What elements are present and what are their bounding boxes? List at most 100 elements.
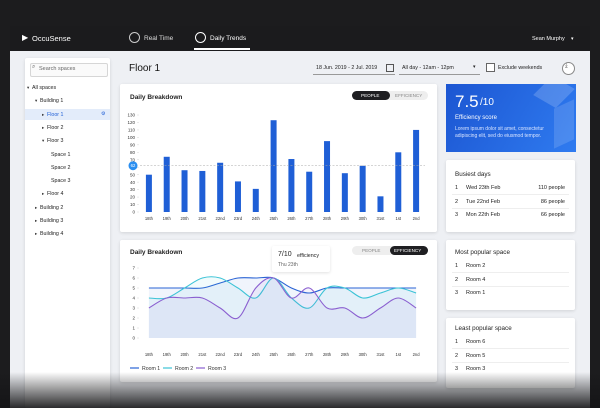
x-tick-label: 20th [180,216,189,221]
x-tick-label: 28th [323,216,332,221]
x-tick-label: 26th [287,216,296,221]
tree-item[interactable]: Building 2 [40,204,64,211]
x-tick-label: 18th [145,352,154,357]
bar [145,174,152,212]
tree-item[interactable]: Floor 3 [47,138,64,145]
list-item[interactable]: Room 4 [466,276,486,283]
toggle-option[interactable]: PEOPLE [362,248,381,253]
x-tick-label: 20th [180,352,189,357]
tree-item[interactable]: Building 3 [40,218,64,224]
bar [163,156,170,212]
download-button[interactable] [562,62,575,75]
tree-item[interactable]: Building 4 [40,231,64,238]
tree-arrow: ▸ [42,111,45,117]
list-value: 86 people [540,198,565,205]
caret: ▾ [571,36,574,42]
list-item[interactable]: Room 3 [466,366,486,372]
x-tick-label: 19th [163,352,172,357]
list-item[interactable]: Room 1 [466,290,486,296]
user-menu[interactable]: Sean Murphy [532,36,565,42]
x-tick-label: 21st [198,216,207,221]
list-item[interactable]: Room 6 [466,339,486,345]
clock-icon [129,32,140,43]
tree-arrow: ▸ [35,231,38,237]
tree-item[interactable]: Space 1 [51,151,71,158]
score-scale: /10 [480,97,494,108]
y-tick-label: 20 [130,195,136,200]
x-tick-label: 23rd [234,216,243,221]
tree-item[interactable]: Floor 1 [47,111,64,118]
list-item[interactable]: Room 5 [466,352,486,359]
download-icon: ⤓ [565,63,568,69]
tree-item[interactable]: Building 1 [40,98,64,105]
divider [452,285,569,287]
rank: 3 [455,290,459,296]
x-tick-label: 2nd [413,352,421,357]
checkbox[interactable] [486,63,495,72]
logo-icon: ▶ [22,33,29,42]
list-item[interactable]: Mon 22th Feb [466,212,500,218]
tree-arrow: ▸ [42,191,45,197]
x-tick-label: 18th [145,216,154,221]
bar [377,196,384,212]
tree-item[interactable]: All spaces [32,85,57,91]
toggle-active [352,91,390,100]
line [148,277,417,320]
list-item[interactable]: Room 2 [466,263,486,269]
y-tick-label: 70 [130,157,136,162]
tree-item[interactable]: Space 2 [51,164,71,171]
search-box[interactable] [30,63,108,77]
list-item[interactable]: Tue 22nd Feb [466,198,501,205]
y-tick-label: 1 [132,326,135,331]
tooltip-date: Thu 23th [278,262,298,268]
divider [452,207,569,209]
tree-item[interactable]: Floor 4 [47,191,64,198]
legend-label: Room 1 [142,366,160,372]
rank: 3 [455,366,459,372]
x-tick-label: 30th [359,352,368,357]
toggle-option[interactable]: PEOPLE [361,93,380,98]
time-picker[interactable] [399,62,480,75]
list-title: Least popular space [455,325,512,332]
score-label: Efficiency score [455,115,497,121]
x-tick-label: 28th [323,352,332,357]
x-tick-label: 2nd [413,216,421,221]
calendar-icon [386,64,394,72]
tab[interactable]: Real Time [144,35,174,42]
y-tick-label: 100 [127,135,135,140]
rank: 3 [455,212,459,218]
divider [452,348,569,349]
x-tick-label: 24th [252,216,261,221]
score-text: Lorem ipsum dolor sit amet, consectetur … [455,126,544,139]
divider [452,272,569,273]
tree-item[interactable]: Space 3 [51,178,71,185]
tooltip [272,246,330,272]
area [148,277,417,338]
toggle [352,91,428,100]
x-tick-label: 24th [252,352,261,357]
top-bar [10,26,590,51]
list-value: 66 people [540,212,565,218]
y-tick-label: 0 [132,336,135,341]
bar [252,188,259,212]
tab-active[interactable]: Daily Trends [210,35,247,42]
toggle-option[interactable]: EFFICIENCY [395,93,423,98]
bar [395,152,402,212]
x-tick-label: 25th [270,352,279,357]
line [148,276,417,294]
search-placeholder: Search spaces [39,66,76,72]
score-card [446,84,576,152]
area [148,277,417,338]
list-item[interactable]: Wed 23th Feb [466,185,501,191]
y-tick-label: 50 [130,172,136,177]
y-tick-label: 3 [132,306,135,311]
date-picker[interactable] [313,62,395,75]
trend-icon [195,32,206,43]
score: 7.5 [455,92,479,111]
toggle-option[interactable]: EFFICIENCY [394,248,422,253]
rank: 1 [455,263,459,269]
x-tick-label: 1st [395,352,401,357]
tree-item[interactable]: Floor 2 [47,124,64,131]
